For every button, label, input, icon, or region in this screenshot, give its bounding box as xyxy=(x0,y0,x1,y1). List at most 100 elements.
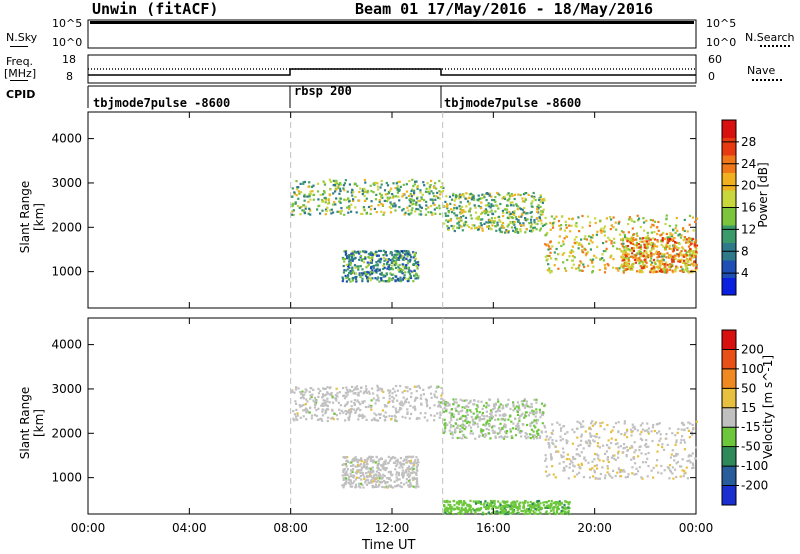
velocity-cbar-swatch xyxy=(722,368,736,389)
velocity-echo-cell xyxy=(560,454,563,457)
power-echo-cell xyxy=(502,211,505,214)
power-echo-cell xyxy=(582,251,585,254)
velocity-echo-cell xyxy=(303,409,306,412)
power-echo-cell xyxy=(462,222,465,225)
power-echo-cell xyxy=(345,276,348,280)
velocity-echo-cell xyxy=(405,458,408,461)
power-echo-cell xyxy=(344,269,348,272)
power-echo-cell xyxy=(329,188,332,191)
power-echo-cell xyxy=(512,204,515,207)
velocity-echo-cell xyxy=(576,427,579,430)
power-echo-cell xyxy=(302,204,305,207)
velocity-echo-cell xyxy=(409,482,412,485)
velocity-echo-cell xyxy=(330,393,333,396)
velocity-echo-cell xyxy=(442,431,445,435)
velocity-echo-cell xyxy=(347,411,350,414)
velocity-echo-cell xyxy=(559,503,562,506)
velocity-echo-cell xyxy=(571,469,575,472)
power-echo-cell xyxy=(667,265,670,268)
power-echo-cell xyxy=(452,225,456,228)
power-echo-cell xyxy=(589,236,593,239)
power-echo-cell xyxy=(673,254,676,257)
velocity-echo-cell xyxy=(567,477,570,480)
velocity-echo-cell xyxy=(516,426,519,429)
power-echo-cell xyxy=(340,209,343,212)
velocity-echo-cell xyxy=(568,466,571,469)
velocity-echo-cell xyxy=(302,409,305,412)
velocity-echo-cell xyxy=(459,424,462,427)
power-echo-cell xyxy=(669,232,672,235)
velocity-echo-cell xyxy=(377,485,380,488)
velocity-echo-cell xyxy=(637,470,640,473)
velocity-echo-cell xyxy=(531,433,534,437)
power-echo-cell xyxy=(621,257,624,260)
power-echo-cell xyxy=(364,274,367,277)
power-echo-cell xyxy=(629,265,632,268)
velocity-echo-cell xyxy=(416,482,419,485)
velocity-cbar-swatch xyxy=(722,330,736,350)
velocity-echo-cell xyxy=(348,417,351,421)
power-echo-cell xyxy=(369,259,372,262)
velocity-echo-cell xyxy=(469,401,472,404)
velocity-echo-cell xyxy=(538,408,541,411)
velocity-echo-cell xyxy=(378,477,381,480)
power-echo-cell xyxy=(499,230,502,233)
velocity-echo-cell xyxy=(338,408,341,411)
velocity-echo-cell xyxy=(565,458,568,461)
velocity-echo-cell xyxy=(467,505,470,508)
power-echo-cell xyxy=(620,238,623,241)
velocity-echo-cell xyxy=(363,461,366,464)
power-echo-cell xyxy=(515,218,518,221)
velocity-echo-cell xyxy=(356,394,359,397)
velocity-echo-cell xyxy=(399,403,402,406)
velocity-echo-cell xyxy=(373,477,376,480)
velocity-echo-cell xyxy=(686,427,689,430)
power-echo-cell xyxy=(511,194,514,197)
power-echo-cell xyxy=(665,214,668,217)
power-echo-cell xyxy=(438,204,441,207)
power-echo-cell xyxy=(384,253,387,256)
velocity-echo-cell xyxy=(349,485,352,488)
velocity-echo-cell xyxy=(683,469,686,473)
velocity-echo-cell xyxy=(537,428,540,431)
velocity-echo-cell xyxy=(503,501,506,504)
power-echo-cell xyxy=(410,270,413,273)
velocity-echo-cell xyxy=(378,473,382,476)
power-echo-cell xyxy=(386,184,390,187)
velocity-echo-cell xyxy=(511,508,514,511)
power-echo-cell xyxy=(322,193,325,196)
power-echo-cell xyxy=(640,254,644,257)
velocity-echo-cell xyxy=(487,504,490,507)
power-echo-cell xyxy=(540,210,543,213)
velocity-echo-cell xyxy=(326,392,330,395)
power-echo-cell xyxy=(453,207,456,210)
nave-legend-line xyxy=(752,79,782,81)
power-echo-cell xyxy=(327,199,330,202)
velocity-echo-cell xyxy=(399,457,402,460)
velocity-echo-cell xyxy=(489,418,492,421)
power-echo-cell xyxy=(387,191,391,195)
velocity-echo-cell xyxy=(355,472,358,475)
velocity-echo-cell xyxy=(477,400,480,403)
velocity-echo-cell xyxy=(385,467,388,470)
velocity-echo-cell xyxy=(607,446,610,449)
velocity-echo-cell xyxy=(470,511,473,514)
power-echo-cell xyxy=(691,216,694,219)
velocity-echo-cell xyxy=(315,401,318,404)
velocity-echo-cell xyxy=(406,467,409,470)
power-echo-cell xyxy=(444,200,447,203)
power-echo-cell xyxy=(367,271,370,274)
velocity-echo-cell xyxy=(593,469,596,472)
velocity-echo-cell xyxy=(591,420,594,423)
velocity-echo-cell xyxy=(500,435,503,438)
velocity-echo-cell xyxy=(366,479,370,482)
power-echo-cell xyxy=(339,189,342,193)
power-echo-cell xyxy=(359,256,362,259)
power-echo-cell xyxy=(394,195,398,198)
velocity-echo-cell xyxy=(389,389,392,392)
velocity-echo-cell xyxy=(355,385,359,388)
velocity-echo-cell xyxy=(460,509,463,512)
velocity-echo-cell xyxy=(645,439,648,442)
power-echo-cell xyxy=(549,228,552,231)
